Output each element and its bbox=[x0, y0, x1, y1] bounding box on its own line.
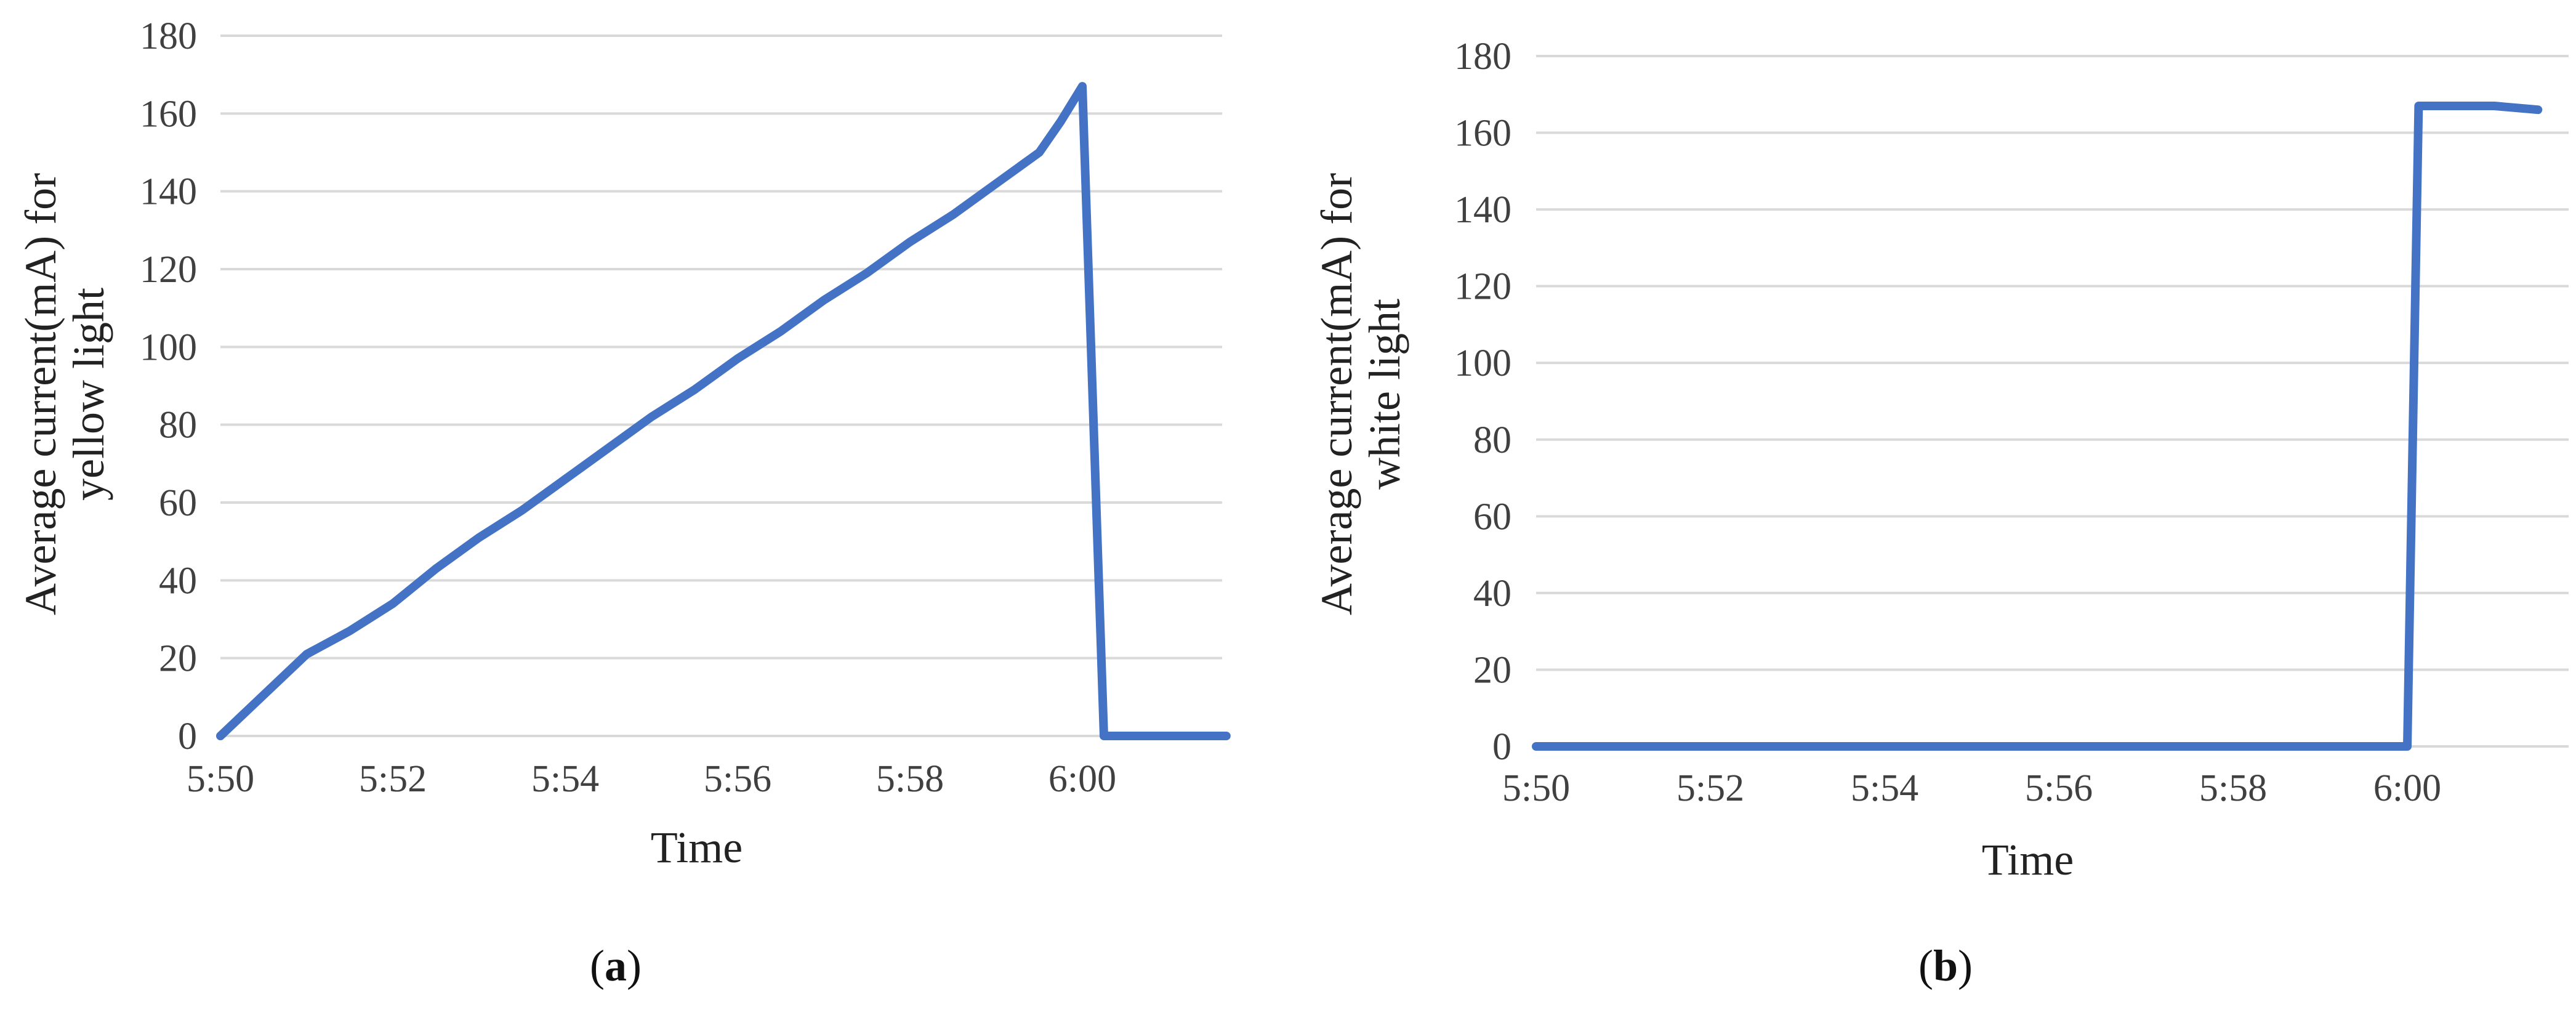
series-line bbox=[1532, 102, 2543, 751]
y-tick-label: 160 bbox=[1454, 113, 1511, 155]
x-tick-label: 5:52 bbox=[359, 758, 427, 800]
panel-caption: (b) bbox=[1918, 941, 1973, 990]
x-tick-label: 5:58 bbox=[876, 758, 944, 800]
y-axis-title: Average current(mA) forwhite light bbox=[1312, 173, 1409, 615]
y-tick-label: 140 bbox=[1454, 189, 1511, 231]
x-axis-title: Time bbox=[1982, 835, 2074, 884]
y-tick-label: 20 bbox=[1473, 649, 1511, 691]
y-tick-label: 120 bbox=[1454, 266, 1511, 308]
y-tick-label: 0 bbox=[1492, 726, 1511, 768]
y-axis-title: Average current(mA) foryellow light bbox=[16, 173, 113, 615]
x-tick-label: 5:50 bbox=[187, 758, 254, 800]
y-tick-label: 180 bbox=[140, 15, 197, 57]
y-tick-label: 100 bbox=[140, 326, 197, 368]
series-line bbox=[216, 82, 1231, 740]
x-tick-label: 5:54 bbox=[531, 758, 599, 800]
panel-caption: (a) bbox=[590, 941, 642, 990]
x-tick-label: 5:52 bbox=[1676, 767, 1744, 809]
x-tick-label: 5:54 bbox=[1851, 767, 1918, 809]
y-tick-label: 60 bbox=[1473, 496, 1511, 538]
x-tick-label: 6:00 bbox=[1049, 758, 1116, 800]
y-tick-label: 0 bbox=[178, 716, 197, 758]
y-tick-label: 80 bbox=[1473, 419, 1511, 461]
y-tick-label: 80 bbox=[159, 405, 197, 446]
x-tick-label: 6:00 bbox=[2373, 767, 2441, 809]
x-tick-label: 5:56 bbox=[2025, 767, 2093, 809]
y-tick-label: 40 bbox=[1473, 573, 1511, 615]
y-tick-label: 20 bbox=[159, 638, 197, 680]
y-tick-label: 100 bbox=[1454, 342, 1511, 384]
x-tick-label: 5:56 bbox=[704, 758, 771, 800]
y-tick-label: 120 bbox=[140, 249, 197, 291]
y-tick-label: 60 bbox=[159, 482, 197, 524]
chart-panel-b: 0 20 40 60 80 100 120 140 160 180 5:50 5:52 5:54 5:56… bbox=[1312, 36, 2569, 990]
x-tick-label: 5:50 bbox=[1502, 767, 1570, 809]
x-axis-title: Time bbox=[651, 823, 743, 872]
y-tick-label: 140 bbox=[140, 171, 197, 213]
chart-panel-a: 0 20 40 60 80 100 120 140 160 180 5:50 5:52 5:54 5:56… bbox=[16, 15, 1231, 990]
y-tick-label: 160 bbox=[140, 93, 197, 135]
y-tick-label: 40 bbox=[159, 560, 197, 602]
y-tick-label: 180 bbox=[1454, 36, 1511, 78]
x-tick-label: 5:58 bbox=[2199, 767, 2267, 809]
